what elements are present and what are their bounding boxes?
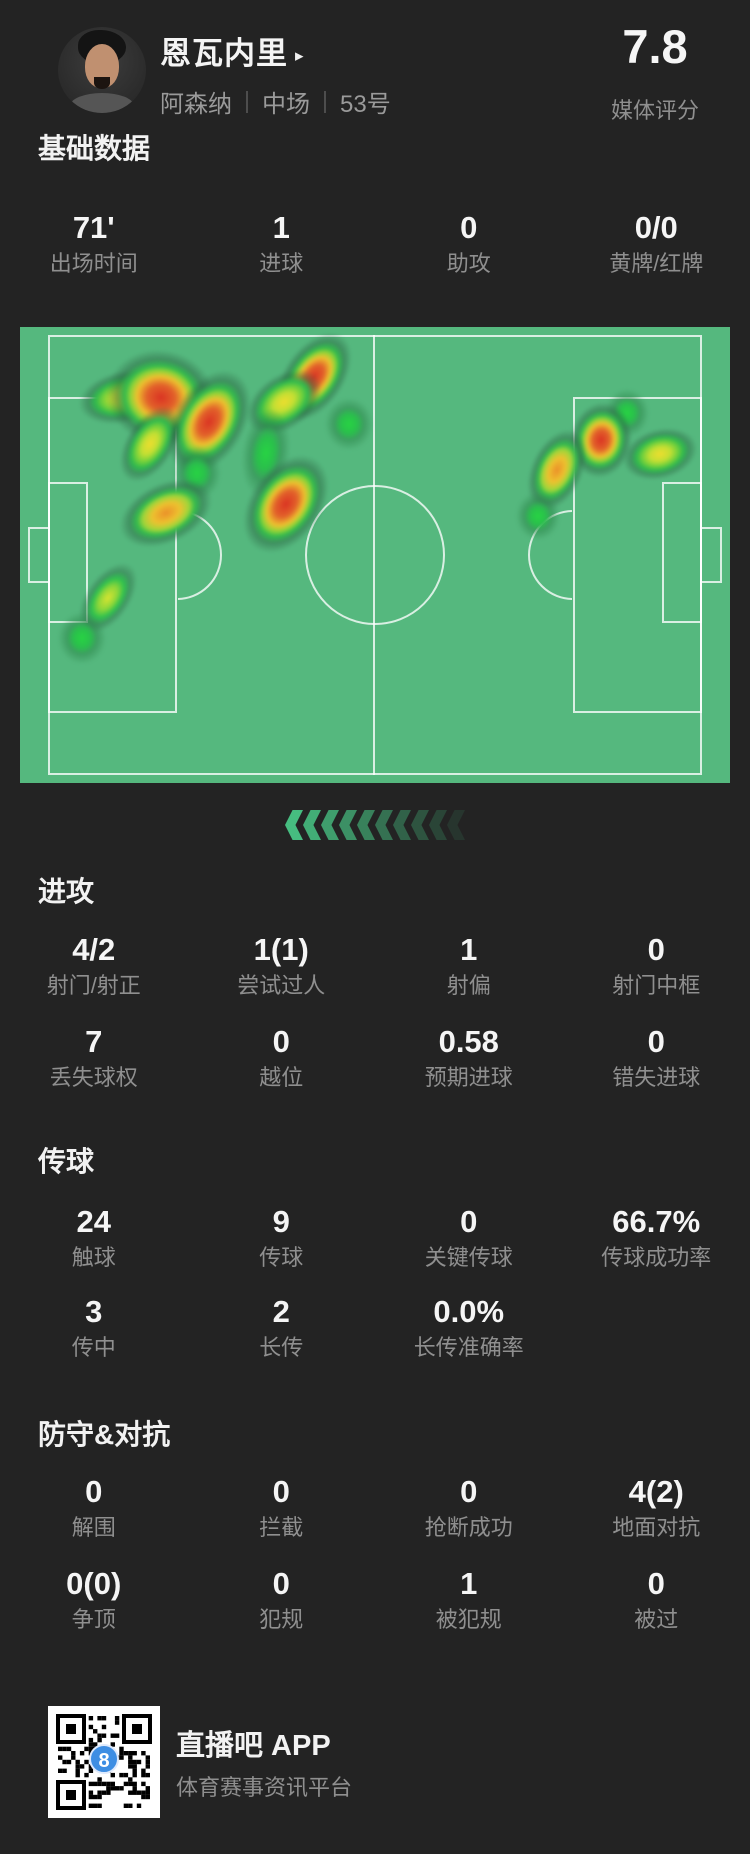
stat-key-passes: 0 关键传球 <box>424 1204 513 1270</box>
defense-stats-row-2: 0(0) 争顶 0 犯规 1 被犯规 0 被过 <box>0 1566 750 1633</box>
chevron-left-icon <box>285 810 303 840</box>
passing-stats-row-2: 3 传中 2 长传 0.0% 长传准确率 <box>0 1294 750 1361</box>
attack-stats-row-1: 4/2 射门/射正 1(1) 尝试过人 1 射偏 0 射门中框 <box>0 932 750 999</box>
stat-shots: 4/2 射门/射正 <box>46 932 141 998</box>
media-rating: 7.8 媒体评分 <box>560 22 750 125</box>
stat-clearances: 0 解围 <box>71 1474 116 1540</box>
stat-pass-accuracy: 66.7% 传球成功率 <box>601 1204 712 1270</box>
avatar-beard <box>94 77 110 89</box>
chevron-left-icon <box>447 810 465 840</box>
section-title-defense: 防守&对抗 <box>38 1419 171 1450</box>
stat-fouls: 0 犯规 <box>259 1566 304 1632</box>
qr-code: 8 <box>48 1706 160 1818</box>
player-name: 恩瓦内里 <box>160 36 288 71</box>
stat-cards: 0/0 黄牌/红牌 <box>609 210 704 276</box>
heatmap-pitch <box>20 327 730 783</box>
stat-passes: 9 传球 <box>259 1204 304 1270</box>
section-title-attack: 进攻 <box>38 876 95 907</box>
chevron-left-icon <box>303 810 321 840</box>
player-name-link[interactable]: 恩瓦内里 ▸ <box>160 28 305 73</box>
stat-possession-lost: 7 丢失球权 <box>49 1024 138 1090</box>
heat-spot <box>58 612 106 664</box>
chevron-left-icon <box>411 810 429 840</box>
team-name: 阿森纳 <box>160 91 232 118</box>
stat-fouled: 1 被犯规 <box>435 1566 502 1632</box>
attack-stats-row-2: 7 丢失球权 0 越位 0.58 预期进球 0 错失进球 <box>0 1024 750 1091</box>
basic-stats-row: 71' 出场时间 1 进球 0 助攻 0/0 黄牌/红牌 <box>0 210 750 277</box>
goal-left <box>28 527 50 583</box>
stat-interceptions: 0 拦截 <box>259 1474 304 1540</box>
stat-ground-duels: 4(2) 地面对抗 <box>612 1474 701 1540</box>
chevron-left-icon <box>393 810 411 840</box>
center-circle <box>305 485 445 625</box>
stat-long-balls: 2 长传 <box>259 1294 304 1360</box>
shirt-number: 53号 <box>340 91 391 118</box>
app-name: 直播吧 APP <box>176 1730 331 1762</box>
stat-shots-off-target: 1 射偏 <box>446 932 491 998</box>
stat-crosses: 3 传中 <box>71 1294 116 1360</box>
stat-touches: 24 触球 <box>71 1204 116 1270</box>
chevron-left-icon <box>339 810 357 840</box>
app-tagline: 体育赛事资讯平台 <box>176 1775 353 1800</box>
player-position: 中场 <box>262 91 310 118</box>
passing-stats-row-1: 24 触球 9 传球 0 关键传球 66.7% 传球成功率 <box>0 1204 750 1271</box>
player-meta: 阿森纳 中场 53号 <box>160 84 391 119</box>
rating-label: 媒体评分 <box>610 98 699 123</box>
defense-stats-row-1: 0 解围 0 拦截 0 抢断成功 4(2) 地面对抗 <box>0 1474 750 1541</box>
stat-expected-goals: 0.58 预期进球 <box>424 1024 513 1090</box>
chevron-left-icon <box>375 810 393 840</box>
chevron-left-icon <box>321 810 339 840</box>
rating-value: 7.8 <box>622 20 688 73</box>
stat-dribbled-past: 0 被过 <box>634 1566 679 1632</box>
stat-long-ball-accuracy: 0.0% 长传准确率 <box>413 1294 524 1360</box>
chevron-left-icon <box>357 810 375 840</box>
stat-big-chances-missed: 0 错失进球 <box>612 1024 701 1090</box>
stat-assists: 0 助攻 <box>446 210 491 276</box>
stat-shots-woodwork: 0 射门中框 <box>612 932 701 998</box>
player-avatar <box>58 27 146 113</box>
stat-goals: 1 进球 <box>259 210 304 276</box>
heat-spot <box>325 398 373 450</box>
stat-tackles-won: 0 抢断成功 <box>424 1474 513 1540</box>
chevron-right-icon: ▸ <box>295 46 305 65</box>
avatar-shoulders <box>70 93 134 113</box>
stat-minutes: 71' 出场时间 <box>49 210 138 276</box>
stat-empty <box>563 1294 750 1361</box>
app-logo-badge: 8 <box>89 1743 119 1774</box>
goal-right <box>700 527 722 583</box>
section-title-passing: 传球 <box>38 1146 95 1177</box>
divider <box>324 90 326 113</box>
stat-dribbles: 1(1) 尝试过人 <box>237 932 326 998</box>
chevron-left-icon <box>429 810 447 840</box>
section-title-basic: 基础数据 <box>38 133 151 164</box>
heat-spot <box>516 492 560 540</box>
goal-area-right <box>662 482 702 623</box>
stat-offsides: 0 越位 <box>259 1024 304 1090</box>
direction-chevrons <box>0 810 750 840</box>
stat-aerial-duels: 0(0) 争顶 <box>66 1566 122 1632</box>
divider <box>246 90 248 113</box>
